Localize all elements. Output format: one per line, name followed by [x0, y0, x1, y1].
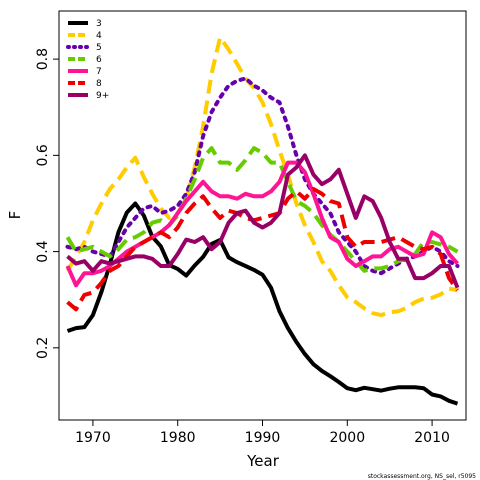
y-tick-label: 0.4: [35, 240, 51, 262]
x-tick-label: 2010: [414, 430, 450, 446]
axes-layer: 1970 1980 1990 2000 2010 0.2 0.4 0.6 0.8: [35, 48, 450, 446]
legend-label: 6: [96, 55, 102, 65]
series-layer: [65, 35, 460, 406]
series-line-3: [66, 201, 459, 406]
legend-label: 5: [96, 43, 102, 53]
legend-label: 4: [96, 31, 102, 41]
y-tick-label: 0.6: [35, 144, 51, 166]
x-tick-label: 1990: [245, 430, 281, 446]
legend-label: 8: [96, 79, 102, 89]
series-line-5: [65, 76, 460, 276]
x-tick-label: 2000: [329, 430, 365, 446]
series-line-4: [65, 35, 458, 318]
series-line-9plus: [66, 153, 460, 289]
legend-label: 3: [96, 19, 102, 29]
legend-label: 9+: [96, 91, 109, 101]
x-axis-title: Year: [246, 452, 280, 470]
series-line-8: [66, 187, 460, 312]
y-tick-label: 0.2: [35, 337, 51, 359]
credit-text: stockassessment.org, NS_sel, r5095: [368, 473, 476, 480]
x-tick-label: 1970: [75, 430, 111, 446]
x-tick-label: 1980: [160, 430, 196, 446]
legend: 3 4 5 6 7 8 9+: [66, 19, 109, 101]
y-axis-title: F: [6, 211, 24, 220]
legend-label: 7: [96, 67, 102, 77]
y-tick-label: 0.8: [35, 48, 51, 70]
